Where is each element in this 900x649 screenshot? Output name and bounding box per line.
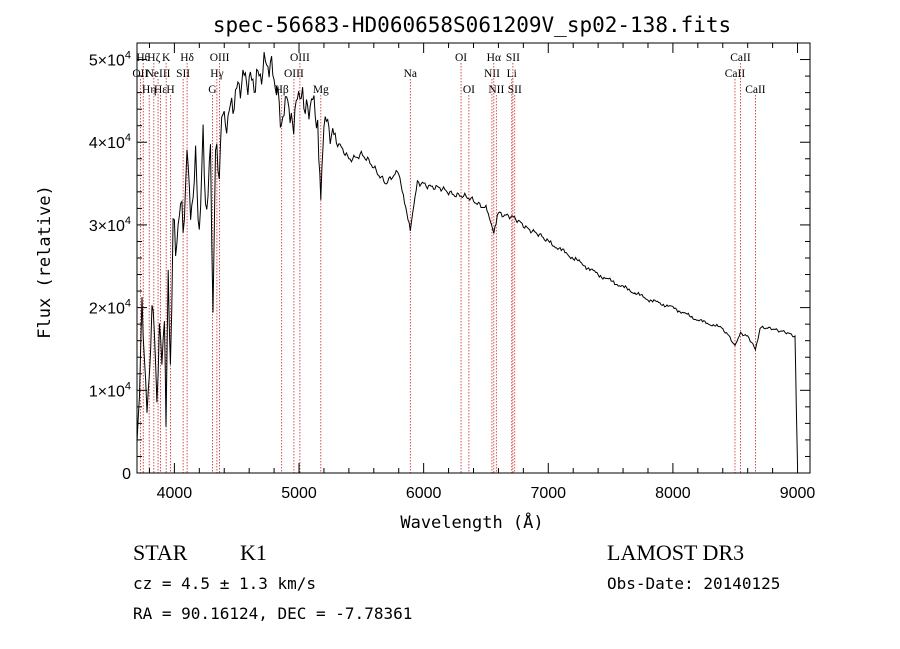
spectral-line-label-19: OI — [463, 84, 475, 96]
spectral-line-label-10: G — [208, 84, 216, 96]
x-tick-label-3: 7000 — [530, 485, 566, 502]
x-axis-label: Wavelength (Å) — [400, 511, 543, 533]
obs-date-text: Obs-Date: 20140125 — [607, 574, 781, 593]
spectral-line-label-26: CaII — [725, 68, 746, 80]
coordinates-text: RA = 90.16124, DEC = -7.78361 — [133, 604, 413, 623]
spectral-line-label-12: OIII — [210, 52, 230, 64]
y-axis-label: Flux (relative) — [35, 185, 55, 339]
spectral-line-label-0: OII — [132, 68, 148, 80]
subclass-label: K1 — [240, 540, 267, 565]
y-tick-label-2: 2×104 — [89, 298, 131, 318]
y-tick-label-3: 3×104 — [89, 215, 131, 235]
spectral-line-label-27: CaII — [730, 52, 751, 64]
axis-ticks: 4000 5000 6000 7000 8000 9000 0 1×104 2×104 3×104… — [89, 43, 816, 502]
spectral-line-label-5: Hε — [154, 84, 167, 96]
series-line-flux — [136, 52, 798, 465]
spectral-line-label-25: SII — [508, 84, 522, 96]
redshift-text: cz = 4.5 ± 1.3 km/s — [133, 574, 317, 593]
x-tick-label-1: 5000 — [281, 485, 317, 502]
y-tick-label-1: 1×104 — [89, 380, 131, 400]
spectral-line-label-6: K — [162, 52, 171, 64]
spectral-line-label-3: Hζ — [147, 52, 160, 64]
spectral-line-label-14: OIII — [284, 68, 304, 80]
spectral-line-label-1: Hθ — [136, 52, 150, 64]
spectral-line-label-17: Na — [404, 68, 417, 80]
spectral-line-label-7: H — [166, 84, 174, 96]
y-tick-label-0: 0 — [122, 466, 131, 483]
spectral-line-label-24: SII — [506, 52, 520, 64]
x-tick-label-2: 6000 — [406, 485, 442, 502]
spectral-line-label-21: Hα — [487, 52, 501, 64]
x-tick-label-0: 4000 — [157, 485, 193, 502]
spectral-line-label-4: NeIII — [146, 68, 171, 80]
spectral-line-label-16: Mg — [313, 84, 329, 96]
spectral-line-label-15: OIII — [290, 52, 310, 64]
spectral-line-label-28: CaII — [745, 84, 766, 96]
spectral-line-label-23: Li — [507, 68, 517, 80]
y-tick-label-5: 5×104 — [89, 50, 131, 70]
survey-label: LAMOST DR3 — [607, 540, 745, 565]
spectral-line-label-11: Hγ — [210, 68, 223, 80]
spectral-line-label-8: SII — [176, 68, 190, 80]
x-tick-label-5: 9000 — [780, 485, 816, 502]
plot-frame — [136, 42, 811, 474]
spectral-line-label-22: NII — [488, 84, 504, 96]
spectral-lines: OIIHθHηHζNeIIIHεKHSIIHδGHγOIIIHβOIIIOIII… — [132, 52, 766, 473]
spectral-line-label-18: OI — [455, 52, 467, 64]
spectral-line-label-20: NII — [484, 68, 500, 80]
class-label: STAR — [133, 540, 188, 565]
spectral-line-label-2: Hη — [142, 84, 156, 96]
spectral-line-label-9: Hδ — [180, 52, 194, 64]
chart-title: spec-56683-HD060658S061209V_sp02-138.fit… — [213, 13, 731, 37]
x-tick-label-4: 8000 — [655, 485, 691, 502]
y-tick-label-4: 4×104 — [89, 132, 131, 152]
